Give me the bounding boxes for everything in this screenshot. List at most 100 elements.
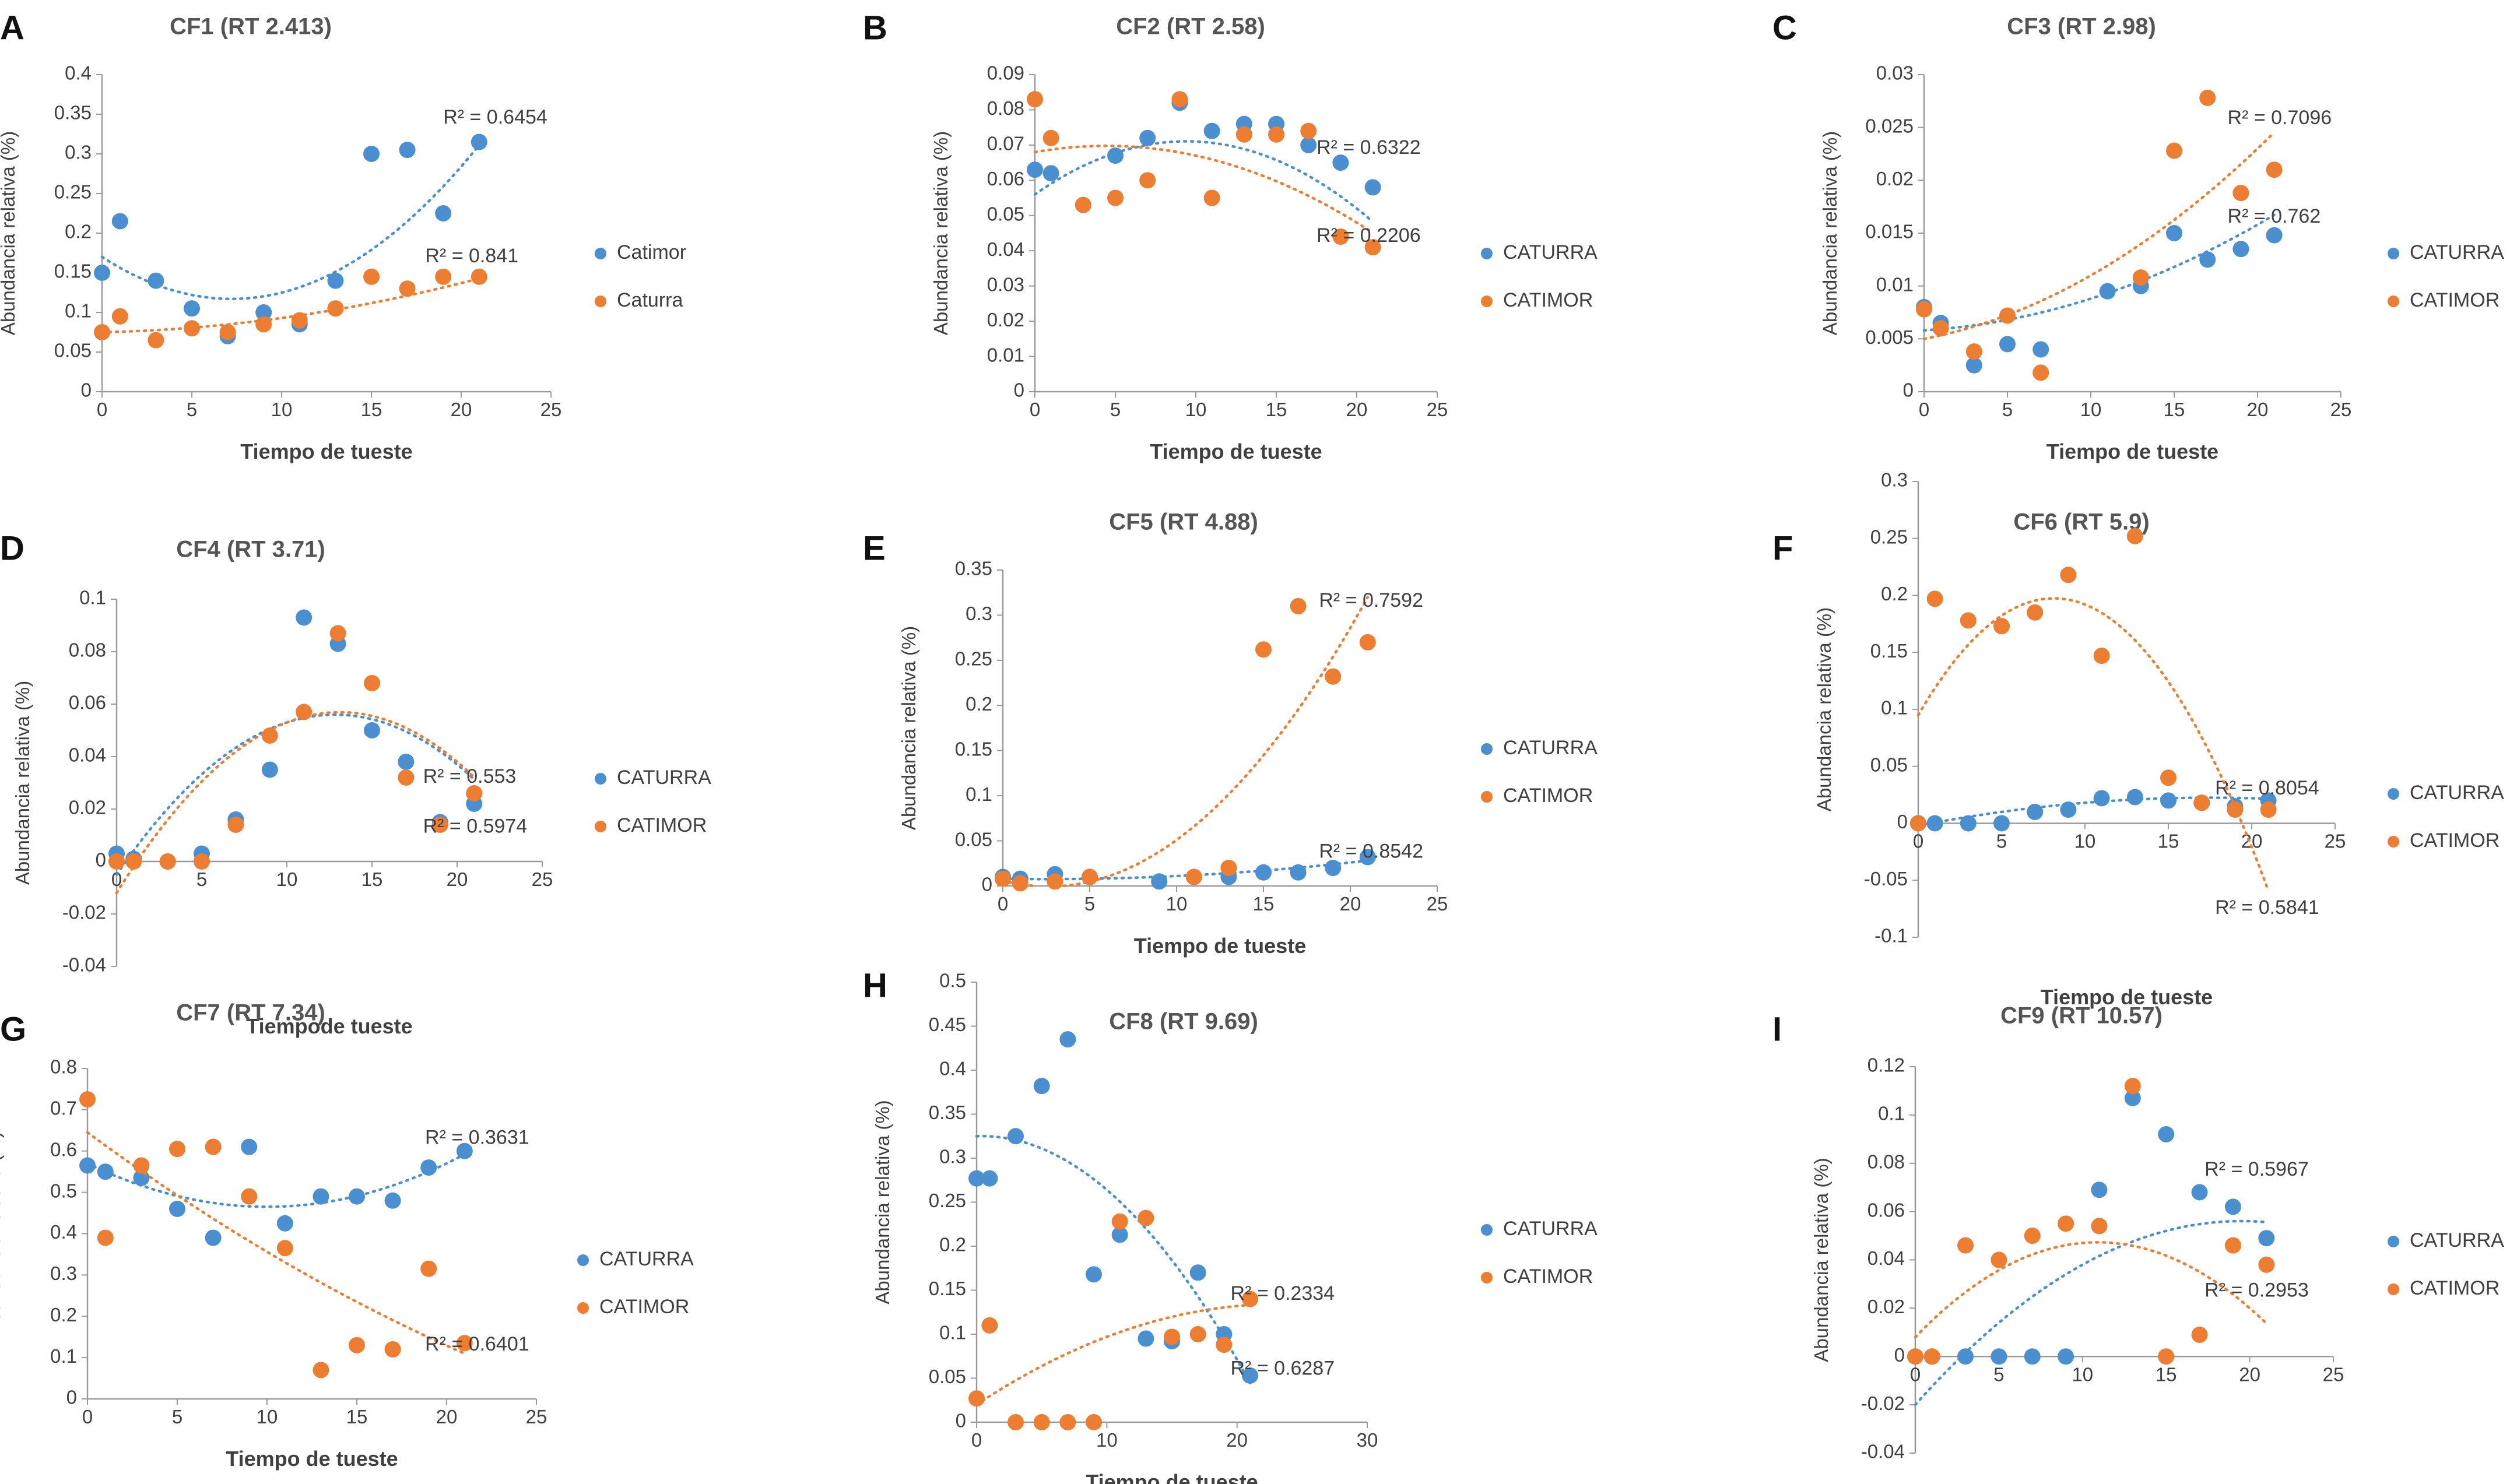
data-point xyxy=(2193,794,2210,811)
y-tick-label: 0 xyxy=(1903,379,1914,401)
data-point xyxy=(291,312,308,329)
y-tick-label: 0 xyxy=(96,849,106,871)
data-point xyxy=(1139,172,1156,189)
x-tick-label: 5 xyxy=(1996,831,2007,852)
r-squared-label: R² = 0.5974 xyxy=(423,815,528,837)
panel-letter: B xyxy=(863,9,887,47)
y-tick-label: 0.2 xyxy=(1881,583,1908,604)
data-point xyxy=(219,324,236,340)
x-tick-label: 10 xyxy=(1185,399,1207,420)
data-point xyxy=(1171,91,1188,108)
trendline xyxy=(1001,859,1370,881)
data-point xyxy=(169,1141,185,1158)
data-point xyxy=(1290,597,1307,614)
trendline xyxy=(975,1303,1252,1406)
legend-marker xyxy=(577,1302,589,1314)
x-tick-label: 20 xyxy=(2247,399,2269,420)
data-point xyxy=(363,146,380,162)
chart-title: CF5 (RT 4.88) xyxy=(1109,509,1258,535)
y-axis-label: Abundancia relativa (%) xyxy=(1819,131,1841,335)
data-point xyxy=(363,268,380,285)
data-point xyxy=(1991,1348,2007,1365)
chart-panel-e: E CF5 (RT 4.88) 0 0.05 0.1 0.15 0.2 0.25 0.3 0.35… xyxy=(863,509,1598,958)
x-axis-label: Tiempo de tueste xyxy=(226,1447,398,1471)
data-point xyxy=(420,1260,437,1277)
x-tick-label: 10 xyxy=(2072,1363,2093,1385)
data-point xyxy=(125,853,142,870)
data-point xyxy=(968,1170,985,1187)
y-tick-label: 0.35 xyxy=(54,102,92,124)
data-point xyxy=(1216,1337,1233,1353)
legend-label: CATURRA xyxy=(2410,1229,2504,1251)
panel-letter: I xyxy=(1772,1010,1782,1048)
data-point xyxy=(1242,1367,1258,1384)
legend-marker xyxy=(2388,1236,2399,1247)
data-point xyxy=(349,1337,365,1353)
r-squared-label: R² = 0.2953 xyxy=(2204,1279,2309,1301)
y-tick-label: 0.15 xyxy=(955,738,992,759)
data-point xyxy=(2126,528,2143,544)
data-point xyxy=(399,142,416,159)
data-point xyxy=(1189,1326,1206,1342)
data-point xyxy=(1364,239,1381,256)
legend-label: CATIMOR xyxy=(1503,1265,1593,1288)
data-point xyxy=(471,133,487,150)
trendline xyxy=(975,1134,1252,1385)
data-point xyxy=(2199,251,2216,268)
data-point xyxy=(1255,641,1272,658)
x-axis-label: Tiempo de tueste xyxy=(240,439,412,463)
data-point xyxy=(276,1215,293,1232)
data-point xyxy=(2058,1215,2074,1232)
trendline xyxy=(1033,144,1374,234)
trendline xyxy=(86,1131,466,1355)
x-tick-label: 0 xyxy=(971,1429,982,1451)
legend-marker xyxy=(1481,743,1493,755)
legend-label: CATIMOR xyxy=(1503,785,1593,807)
series-catimor: R² = 0.5974 xyxy=(108,625,528,895)
chart-panel-h: H CF8 (RT 9.69) 0 0.05 0.1 0.15 0.2 0.25 0.3 0.35… xyxy=(863,966,1598,1484)
x-tick-label: 10 xyxy=(2080,399,2102,420)
r-squared-label: R² = 0.553 xyxy=(423,765,517,787)
data-point xyxy=(133,1157,150,1174)
data-point xyxy=(2027,803,2044,820)
data-point xyxy=(2027,604,2044,621)
legend-label: CATIMOR xyxy=(2410,829,2500,852)
data-point xyxy=(2158,1126,2175,1143)
y-tick-label: 0.08 xyxy=(1867,1151,1905,1172)
data-point xyxy=(2032,364,2049,381)
y-tick-label: 0.015 xyxy=(1865,221,1914,242)
y-tick-label: 0.1 xyxy=(966,783,992,805)
y-tick-label: 0.7 xyxy=(50,1098,77,1119)
data-point xyxy=(2158,1348,2175,1365)
y-tick-label: 0 xyxy=(66,1387,77,1408)
data-point xyxy=(2260,801,2277,818)
x-tick-label: 15 xyxy=(361,868,383,890)
legend-marker xyxy=(595,773,606,785)
y-axis-label: Abundancia relativa (%) xyxy=(930,131,952,335)
y-axis-label: Abundancia relativa (%) xyxy=(1810,1158,1832,1362)
data-point xyxy=(1027,161,1043,178)
data-point xyxy=(1932,320,1949,337)
legend-marker xyxy=(2388,788,2399,800)
r-squared-label: R² = 0.8542 xyxy=(1319,841,1423,863)
series-catimor: R² = 0.2206 xyxy=(1027,91,1421,256)
x-tick-label: 5 xyxy=(172,1406,182,1427)
data-point xyxy=(1926,815,1943,832)
y-tick-label: 0.2 xyxy=(939,1234,966,1256)
data-point xyxy=(111,213,128,230)
data-point xyxy=(1993,815,2010,832)
data-point xyxy=(981,1170,998,1187)
data-point xyxy=(276,1240,293,1257)
series-caturra: R² = 0.6287 xyxy=(968,1031,1335,1385)
data-point xyxy=(1300,122,1317,139)
y-tick-label: 0.25 xyxy=(1870,526,1908,547)
data-point xyxy=(2091,1218,2108,1235)
y-tick-label: -0.02 xyxy=(1861,1392,1905,1414)
x-axis-label: Tiempo de tueste xyxy=(1134,934,1306,958)
data-point xyxy=(1910,815,1926,832)
y-tick-label: 0.07 xyxy=(987,133,1024,154)
r-squared-label: R² = 0.5841 xyxy=(2215,896,2319,919)
y-tick-label: 0.1 xyxy=(65,300,92,322)
y-axis-label: Abundancia relativa (%) xyxy=(898,626,919,830)
series-catimor: R² = 0.6454 xyxy=(94,106,547,344)
